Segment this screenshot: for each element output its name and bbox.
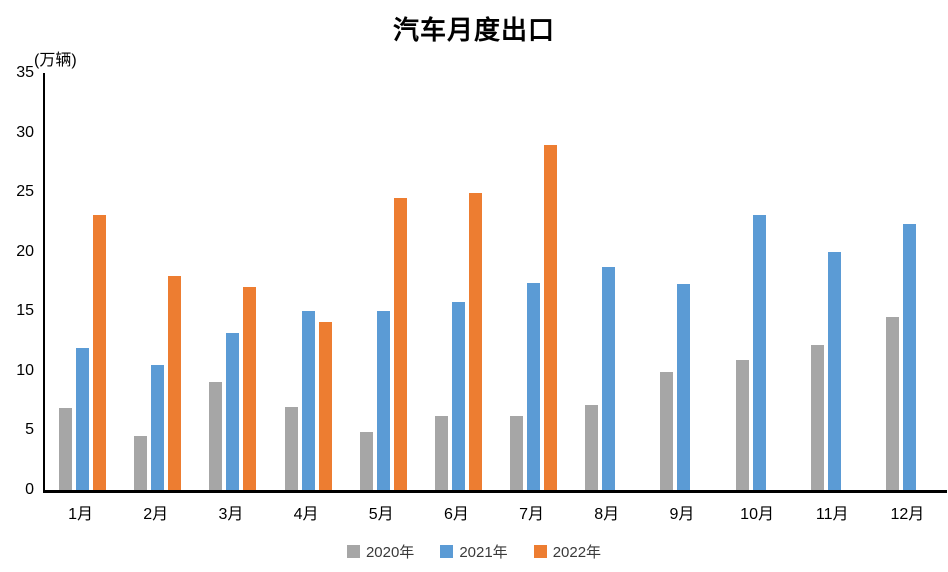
x-axis-label-10月: 10月 — [740, 506, 774, 523]
y-tick-label-0: 0 — [25, 481, 34, 498]
bar-2022年-3月 — [243, 287, 257, 490]
bar-2022年-7月 — [544, 144, 558, 490]
bar-2020年-4月 — [284, 406, 298, 490]
bar-2021年-1月 — [76, 348, 90, 490]
legend-label: 2020年 — [365, 544, 415, 561]
legend-label: 2022年 — [552, 544, 602, 561]
legend-item-2020年: 2020年 — [346, 541, 415, 562]
bar-2021年-2月 — [151, 364, 165, 490]
legend-swatch-icon — [533, 545, 547, 558]
x-axis-label-6月: 6月 — [443, 506, 469, 523]
bar-2022年-5月 — [393, 198, 407, 490]
legend-swatch-icon — [346, 545, 360, 558]
bar-2021年-8月 — [602, 267, 616, 490]
bar-2021年-6月 — [451, 301, 465, 490]
bar-2021年-5月 — [376, 311, 390, 490]
bar-2021年-12月 — [902, 224, 916, 490]
y-tick-label-35: 35 — [16, 64, 34, 81]
bar-2022年-1月 — [93, 214, 107, 490]
y-tick-label-30: 30 — [16, 123, 34, 141]
legend: 2020年 2021年 2022年 — [0, 541, 948, 562]
legend-item-2021年: 2021年 — [440, 541, 508, 562]
bar-2020年-10月 — [735, 360, 749, 490]
bar-2020年-6月 — [434, 416, 448, 490]
x-axis-label-5月: 5月 — [368, 506, 394, 523]
x-axis-label-4月: 4月 — [293, 506, 319, 523]
y-tick-label-25: 25 — [16, 183, 34, 201]
bar-2020年-8月 — [585, 405, 599, 490]
bar-2020年-11月 — [810, 344, 824, 490]
bar-2021年-3月 — [226, 332, 240, 490]
x-axis-label-7月: 7月 — [519, 506, 545, 523]
bar-2022年-2月 — [168, 275, 182, 490]
plot-area — [43, 73, 947, 493]
x-axis-label-9月: 9月 — [669, 506, 695, 523]
legend-swatch-icon — [440, 545, 454, 558]
bar-2020年-7月 — [510, 416, 524, 490]
y-tick-label-20: 20 — [16, 242, 34, 260]
bar-2020年-1月 — [59, 407, 73, 490]
y-tick-label-15: 15 — [16, 302, 34, 320]
bar-2021年-10月 — [752, 214, 766, 490]
bar-2021年-11月 — [827, 251, 841, 490]
bar-2022年-6月 — [468, 193, 482, 490]
chart-title: 汽车月度出口 — [392, 15, 555, 45]
y-tick-label-5: 5 — [25, 421, 34, 439]
bar-2022年-4月 — [318, 322, 332, 490]
x-axis-label-3月: 3月 — [218, 506, 244, 523]
x-axis-label-2月: 2月 — [143, 506, 169, 523]
bar-2020年-2月 — [134, 436, 148, 490]
bar-2020年-9月 — [660, 372, 674, 490]
x-axis-label-12月: 12月 — [890, 506, 925, 523]
x-axis-label-8月: 8月 — [594, 506, 620, 523]
bar-2020年-3月 — [209, 381, 223, 490]
legend-item-2022年: 2022年 — [533, 541, 602, 562]
bar-2020年-5月 — [359, 431, 373, 490]
y-tick-label-10: 10 — [16, 361, 34, 379]
bar-2021年-4月 — [301, 311, 315, 490]
x-axis-label-1月: 1月 — [68, 506, 94, 523]
bar-2020年-12月 — [885, 317, 899, 490]
bar-2021年-7月 — [527, 282, 541, 490]
legend-label: 2021年 — [459, 544, 508, 561]
x-axis-label-11月: 11月 — [815, 506, 849, 523]
bar-2021年-9月 — [677, 283, 691, 490]
y-axis-unit-label: (万辆) — [34, 52, 77, 69]
